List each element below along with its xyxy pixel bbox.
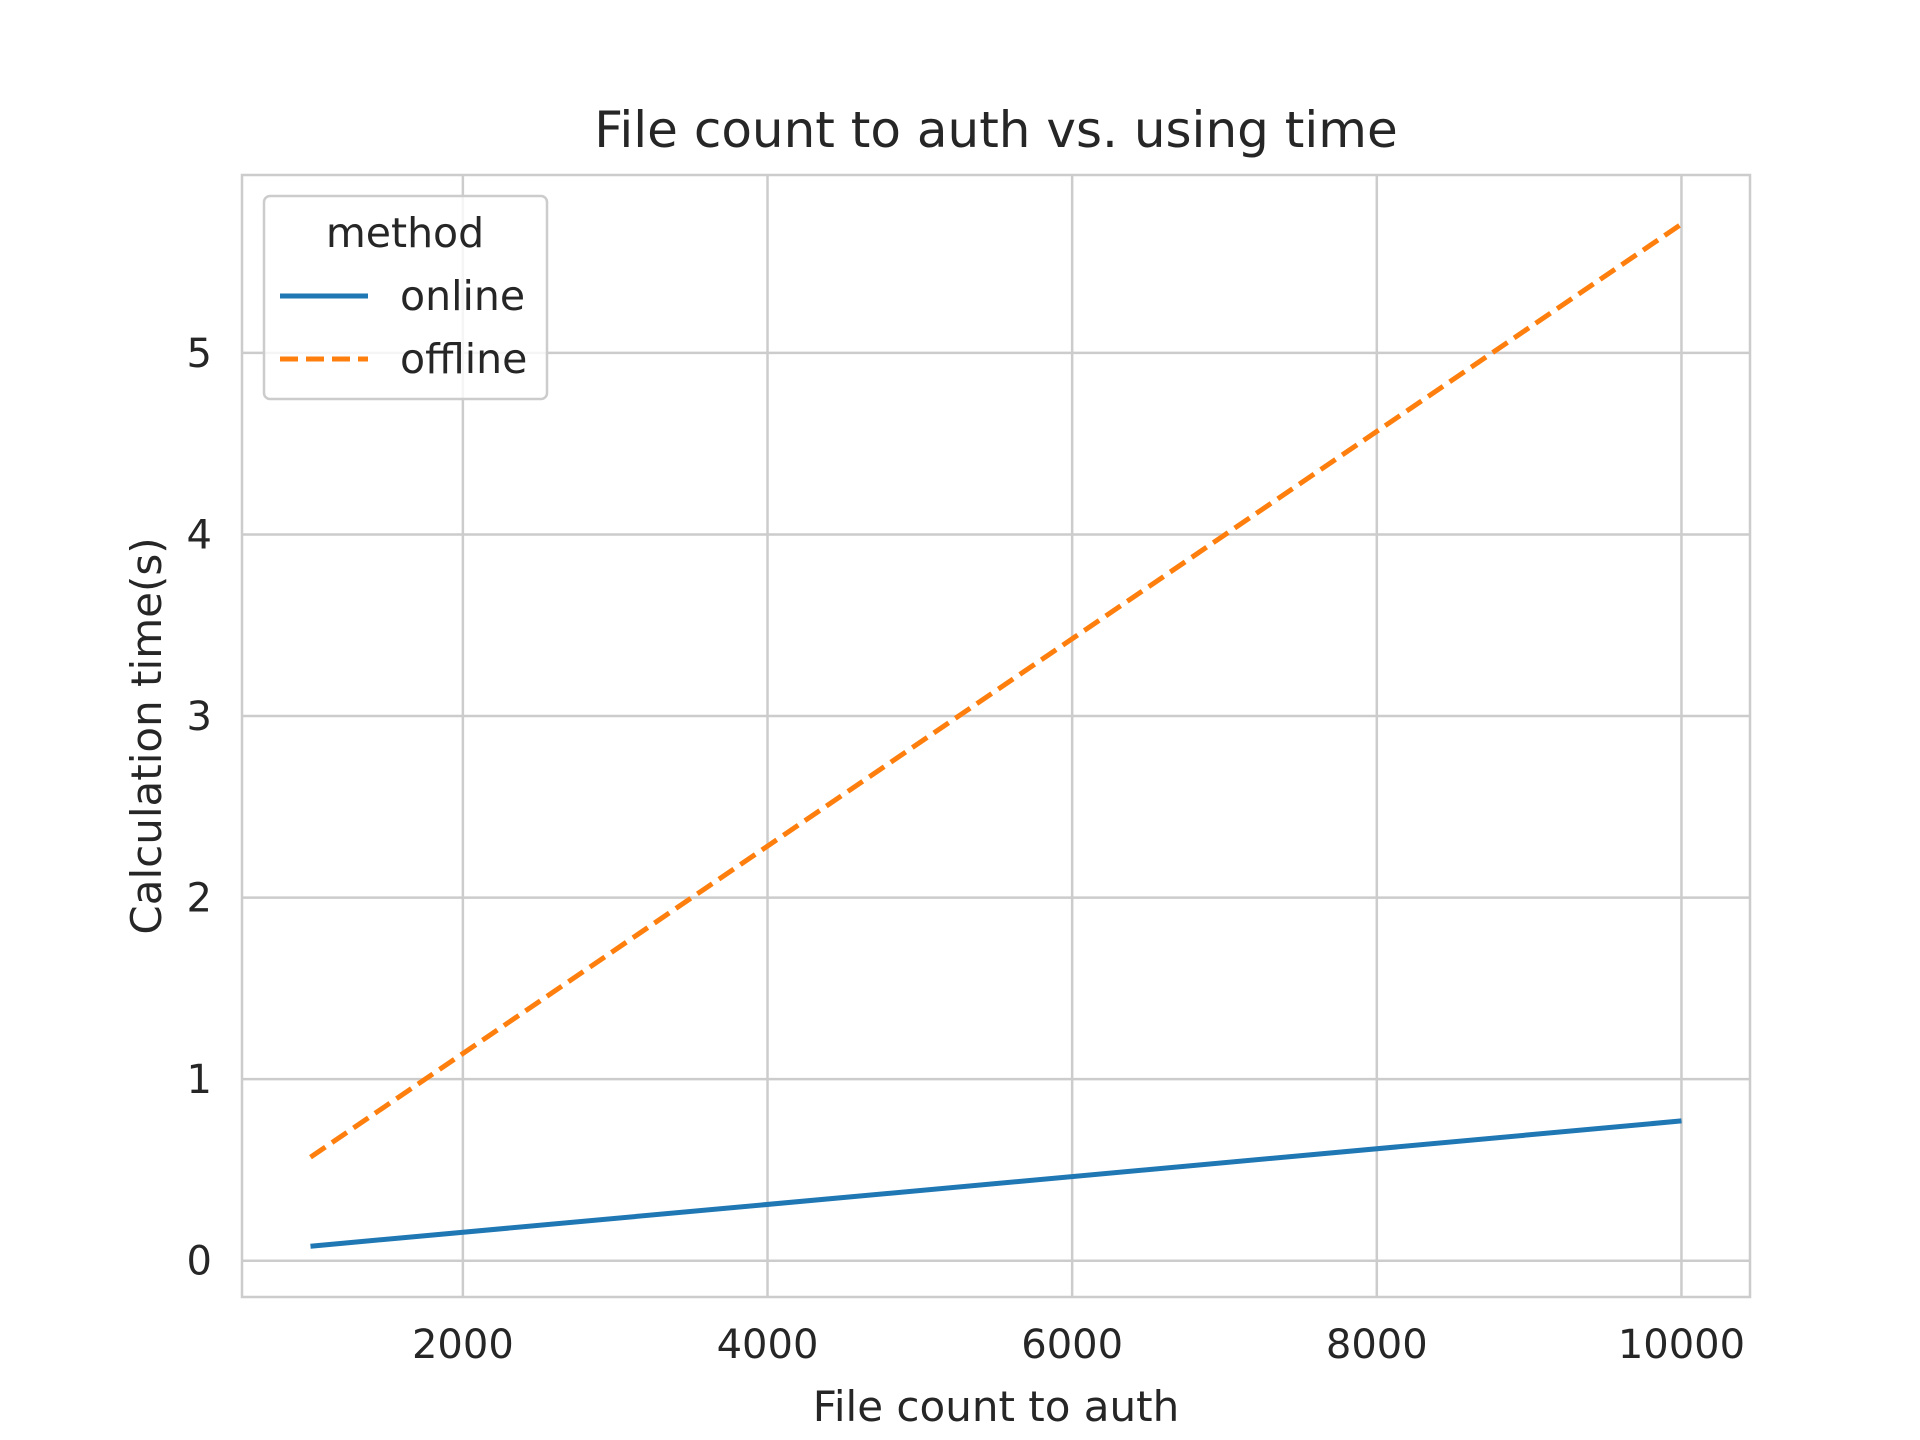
y-tick-label-5: 5 bbox=[187, 331, 212, 377]
y-tick-label-1: 1 bbox=[187, 1057, 212, 1103]
series-line-online bbox=[310, 1118, 1682, 1249]
y-tick-label-0: 0 bbox=[187, 1239, 212, 1285]
series-line-offline bbox=[309, 221, 1683, 1160]
legend-label-online: online bbox=[400, 272, 525, 320]
legend: method online offline bbox=[262, 194, 549, 401]
plot-frame bbox=[240, 173, 1752, 1299]
legend-title: method bbox=[326, 209, 484, 257]
series-layer bbox=[309, 221, 1683, 1249]
y-tick-label-2: 2 bbox=[187, 876, 212, 922]
grid bbox=[242, 175, 1750, 1297]
chart-title: File count to auth vs. using time bbox=[594, 101, 1397, 159]
legend-label-offline: offline bbox=[400, 335, 527, 383]
y-tick-label-4: 4 bbox=[187, 512, 212, 558]
y-axis-label: Calculation time(s) bbox=[122, 537, 171, 934]
x-axis-label: File count to auth bbox=[813, 1382, 1179, 1431]
x-tick-label-4000: 4000 bbox=[717, 1322, 819, 1368]
x-tick-label-2000: 2000 bbox=[412, 1322, 514, 1368]
x-tick-label-10000: 10000 bbox=[1618, 1322, 1745, 1368]
tick-labels: 2000 4000 6000 8000 10000 0 1 2 3 4 5 bbox=[187, 331, 1746, 1368]
legend-box bbox=[262, 194, 549, 401]
x-tick-label-8000: 8000 bbox=[1326, 1322, 1428, 1368]
y-tick-label-3: 3 bbox=[187, 694, 212, 740]
x-tick-label-6000: 6000 bbox=[1021, 1322, 1123, 1368]
legend-entries: online offline bbox=[280, 272, 527, 383]
